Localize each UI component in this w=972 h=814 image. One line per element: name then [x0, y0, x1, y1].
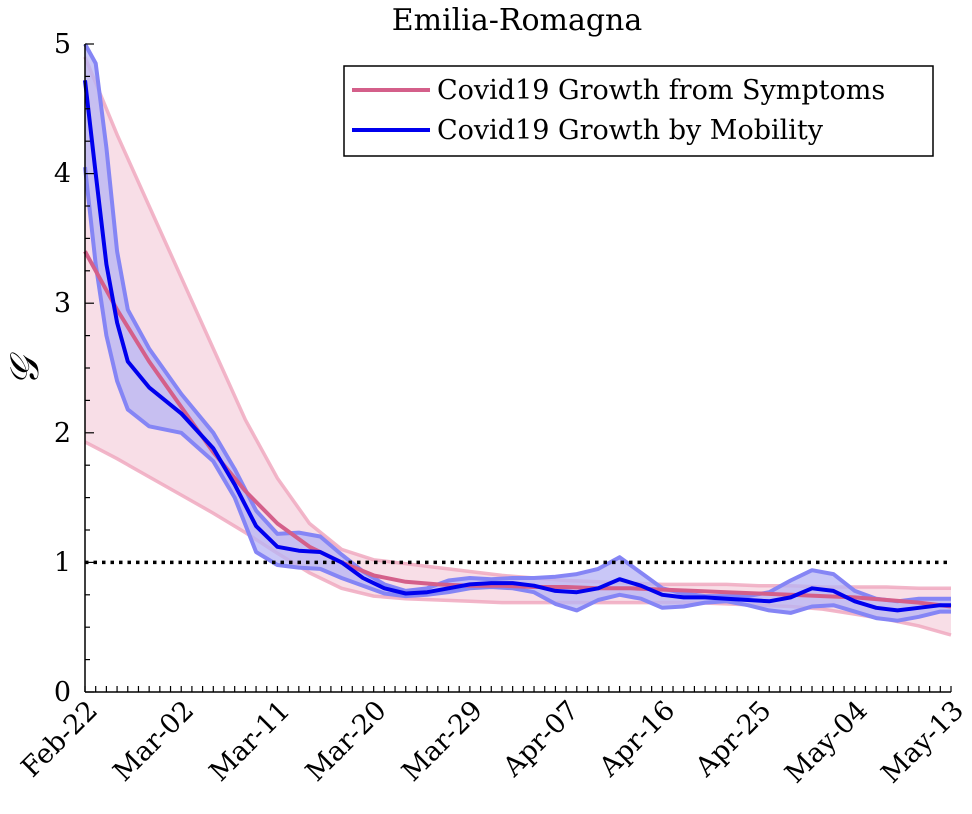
x-tick-label: Apr-07	[497, 695, 586, 784]
x-tick-labels: Feb-22 Mar-02 Mar-11 Mar-20 Mar-29 Apr-07 Apr-…	[16, 695, 970, 789]
legend-label-mobility: Covid19 Growth by Mobility	[437, 115, 824, 146]
mobility-band-lower-edge	[83, 166, 951, 623]
x-ticks	[84, 686, 952, 692]
y-tick-label: 1	[54, 547, 71, 578]
x-tick-label: Mar-11	[204, 695, 297, 788]
series-line-layer	[83, 80, 952, 613]
y-ticks	[85, 43, 94, 693]
y-tick-label: 4	[54, 159, 71, 190]
x-tick-label: May-04	[779, 695, 873, 789]
x-tick-label: Apr-25	[689, 695, 778, 784]
x-tick-label: Mar-29	[396, 695, 489, 788]
legend: Covid19 Growth from Symptoms Covid19 Gro…	[343, 65, 934, 157]
y-tick-labels: 0 1 2 3 4 5	[54, 29, 71, 708]
y-axis-label: 𝒢	[2, 351, 48, 386]
x-tick-label: Mar-20	[300, 695, 393, 788]
x-tick-label: May-13	[876, 695, 970, 789]
x-tick-label: Apr-16	[593, 695, 682, 784]
y-tick-label: 3	[54, 288, 71, 319]
mobility-band-upper-edge	[83, 43, 951, 604]
y-tick-label: 0	[54, 677, 71, 708]
legend-label-symptoms: Covid19 Growth from Symptoms	[437, 75, 885, 106]
x-tick-label: Mar-02	[107, 695, 200, 788]
y-tick-label: 5	[54, 29, 71, 60]
mobility-band-layer	[83, 43, 951, 623]
y-tick-label: 2	[54, 418, 71, 449]
x-tick-label: Feb-22	[16, 695, 104, 783]
plot-area	[83, 43, 952, 637]
chart-title: Emilia-Romagna	[392, 3, 643, 38]
legend-box	[343, 65, 934, 157]
mobility-line	[83, 80, 951, 613]
